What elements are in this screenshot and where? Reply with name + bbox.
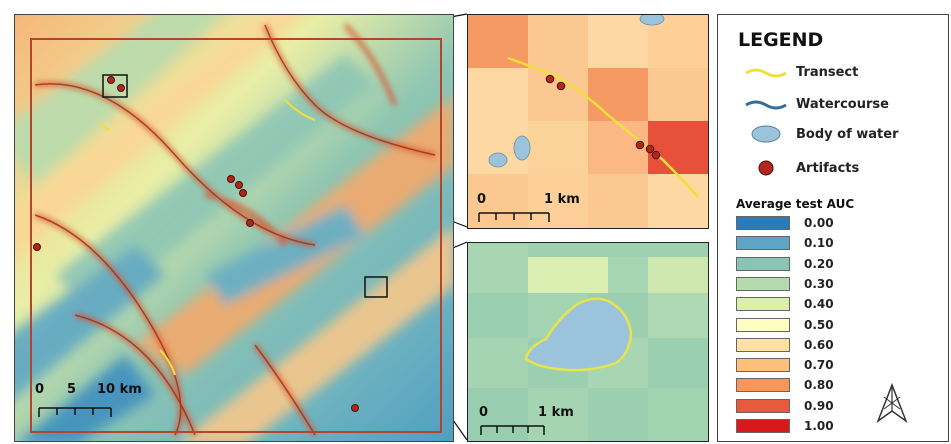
artifact-marker <box>107 76 115 84</box>
watercourse-icon <box>736 93 796 115</box>
scale-label-0: 0 <box>479 405 488 420</box>
auc-legend-title: Average test AUC <box>736 197 855 211</box>
artifact-marker <box>227 175 235 183</box>
auc-class-row: 0.70 <box>736 357 834 373</box>
auc-class-row: 1.00 <box>736 418 834 434</box>
artifact-marker <box>635 140 645 150</box>
auc-class-value: 0.70 <box>804 358 834 373</box>
scale-label-1km: 1 km <box>544 192 580 207</box>
scale-label-1km: 1 km <box>538 405 574 420</box>
inset-bottom-canvas: 0 1 km <box>468 243 708 441</box>
artifact-marker <box>651 150 661 160</box>
north-arrow-icon <box>870 381 914 429</box>
auc-class-row: 0.50 <box>736 317 834 333</box>
artifact-marker <box>235 181 243 189</box>
main-suitability-map[interactable]: 0 5 10 km <box>14 14 454 442</box>
main-map-canvas: 0 5 10 km <box>15 15 453 441</box>
auc-color-swatch <box>736 419 790 433</box>
auc-color-swatch <box>736 276 790 291</box>
auc-class-value: 0.40 <box>804 297 834 312</box>
auc-color-swatch <box>736 398 790 413</box>
artifact-marker <box>33 243 41 251</box>
auc-class-row: 0.60 <box>736 337 834 353</box>
artifact-icon <box>736 157 796 179</box>
legend-item-watercourse: Watercourse <box>736 93 889 115</box>
auc-color-swatch <box>736 317 790 332</box>
scale-label-0: 0 <box>35 382 44 397</box>
auc-class-value: 0.50 <box>804 317 834 332</box>
transect-line <box>507 56 699 198</box>
auc-color-swatch <box>736 216 790 230</box>
artifact-marker <box>645 144 655 154</box>
artifact-marker <box>556 81 566 91</box>
inset-bottom-locator <box>364 276 388 298</box>
legend-panel: LEGEND Transect Watercourse Body of wate… <box>717 14 949 442</box>
study-area-frame <box>30 38 442 433</box>
transect-icon <box>736 61 796 83</box>
auc-class-row: 0.90 <box>736 398 834 414</box>
auc-class-value: 0.90 <box>804 398 834 413</box>
inset-bottom-scale-bar: 0 1 km <box>479 405 574 435</box>
scale-label-10km: 10 km <box>97 382 142 397</box>
scale-label-5: 5 <box>67 382 76 397</box>
auc-class-row: 0.40 <box>736 296 834 312</box>
auc-color-swatch <box>736 337 790 352</box>
auc-class-value: 0.00 <box>804 216 834 230</box>
legend-item-transect: Transect <box>736 61 858 83</box>
auc-color-swatch <box>736 358 790 373</box>
legend-label-water-body: Body of water <box>796 126 899 142</box>
legend-item-artifacts: Artifacts <box>736 157 859 179</box>
auc-color-swatch <box>736 236 790 251</box>
inset-bottom-raster-grid <box>468 243 708 441</box>
legend-label-watercourse: Watercourse <box>796 96 889 112</box>
auc-class-row: 0.10 <box>736 235 834 251</box>
artifact-marker <box>545 74 555 84</box>
inset-map-top[interactable]: 0 1 km <box>467 14 709 229</box>
inset-map-bottom[interactable]: 0 1 km <box>467 242 709 442</box>
inset-top-canvas: 0 1 km <box>468 15 708 228</box>
auc-class-value: 0.60 <box>804 337 834 352</box>
inset-top-scale-bar: 0 1 km <box>477 192 580 222</box>
auc-class-value: 1.00 <box>804 419 834 433</box>
legend-label-transect: Transect <box>796 64 859 80</box>
auc-class-value: 0.80 <box>804 378 834 393</box>
legend-item-water-body: Body of water <box>736 123 898 145</box>
legend-title: LEGEND <box>738 29 824 51</box>
auc-class-value: 0.30 <box>804 276 834 291</box>
auc-color-swatch <box>736 378 790 393</box>
inset-top-raster-grid <box>468 15 708 228</box>
legend-label-artifacts: Artifacts <box>796 160 860 176</box>
water-body-icon <box>736 123 796 145</box>
auc-class-row: 0.00 <box>736 215 834 231</box>
artifact-marker <box>246 219 254 227</box>
artifact-marker <box>117 84 125 92</box>
auc-class-value: 0.10 <box>804 236 834 251</box>
scale-label-0: 0 <box>477 192 486 207</box>
auc-class-value: 0.20 <box>804 256 834 271</box>
artifact-marker <box>239 189 247 197</box>
main-scale-bar: 0 5 10 km <box>35 382 142 417</box>
water-body <box>524 297 633 372</box>
auc-class-row: 0.30 <box>736 276 834 292</box>
auc-class-row: 0.80 <box>736 377 834 393</box>
auc-color-swatch <box>736 297 790 312</box>
auc-color-swatch <box>736 256 790 271</box>
auc-class-row: 0.20 <box>736 256 834 272</box>
artifact-marker <box>351 404 359 412</box>
inset-top-locator <box>102 74 128 98</box>
